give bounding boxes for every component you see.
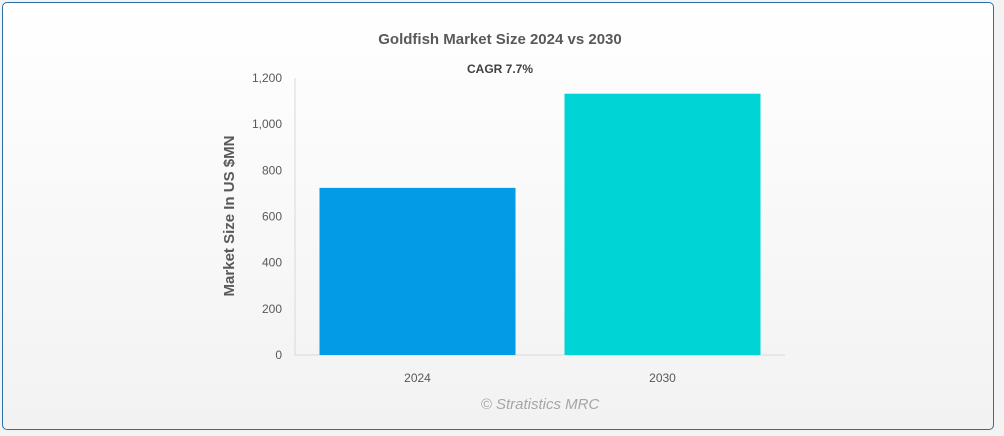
bar-2030 (564, 93, 761, 356)
y-axis-label: Market Size In US $MN (221, 136, 238, 297)
y-tick-label: 200 (262, 302, 282, 316)
bar-2024 (319, 187, 516, 355)
y-axis: 0 200 400 600 800 1,000 1,200 (252, 71, 282, 362)
x-tick-label: 2024 (404, 371, 431, 385)
x-tick-label: 2030 (649, 371, 676, 385)
chart-subtitle: CAGR 7.7% (467, 62, 533, 76)
y-tick-label: 600 (262, 210, 282, 224)
y-tick-label: 400 (262, 256, 282, 270)
watermark: © Stratistics MRC (481, 396, 600, 413)
y-tick-label: 800 (262, 163, 282, 177)
y-tick-label: 0 (275, 348, 282, 362)
x-axis: 2024 2030 (404, 371, 676, 385)
bars-group (319, 93, 761, 356)
y-tick-label: 1,000 (252, 117, 282, 131)
y-tick-label: 1,200 (252, 71, 282, 85)
chart-title: Goldfish Market Size 2024 vs 2030 (378, 31, 621, 48)
